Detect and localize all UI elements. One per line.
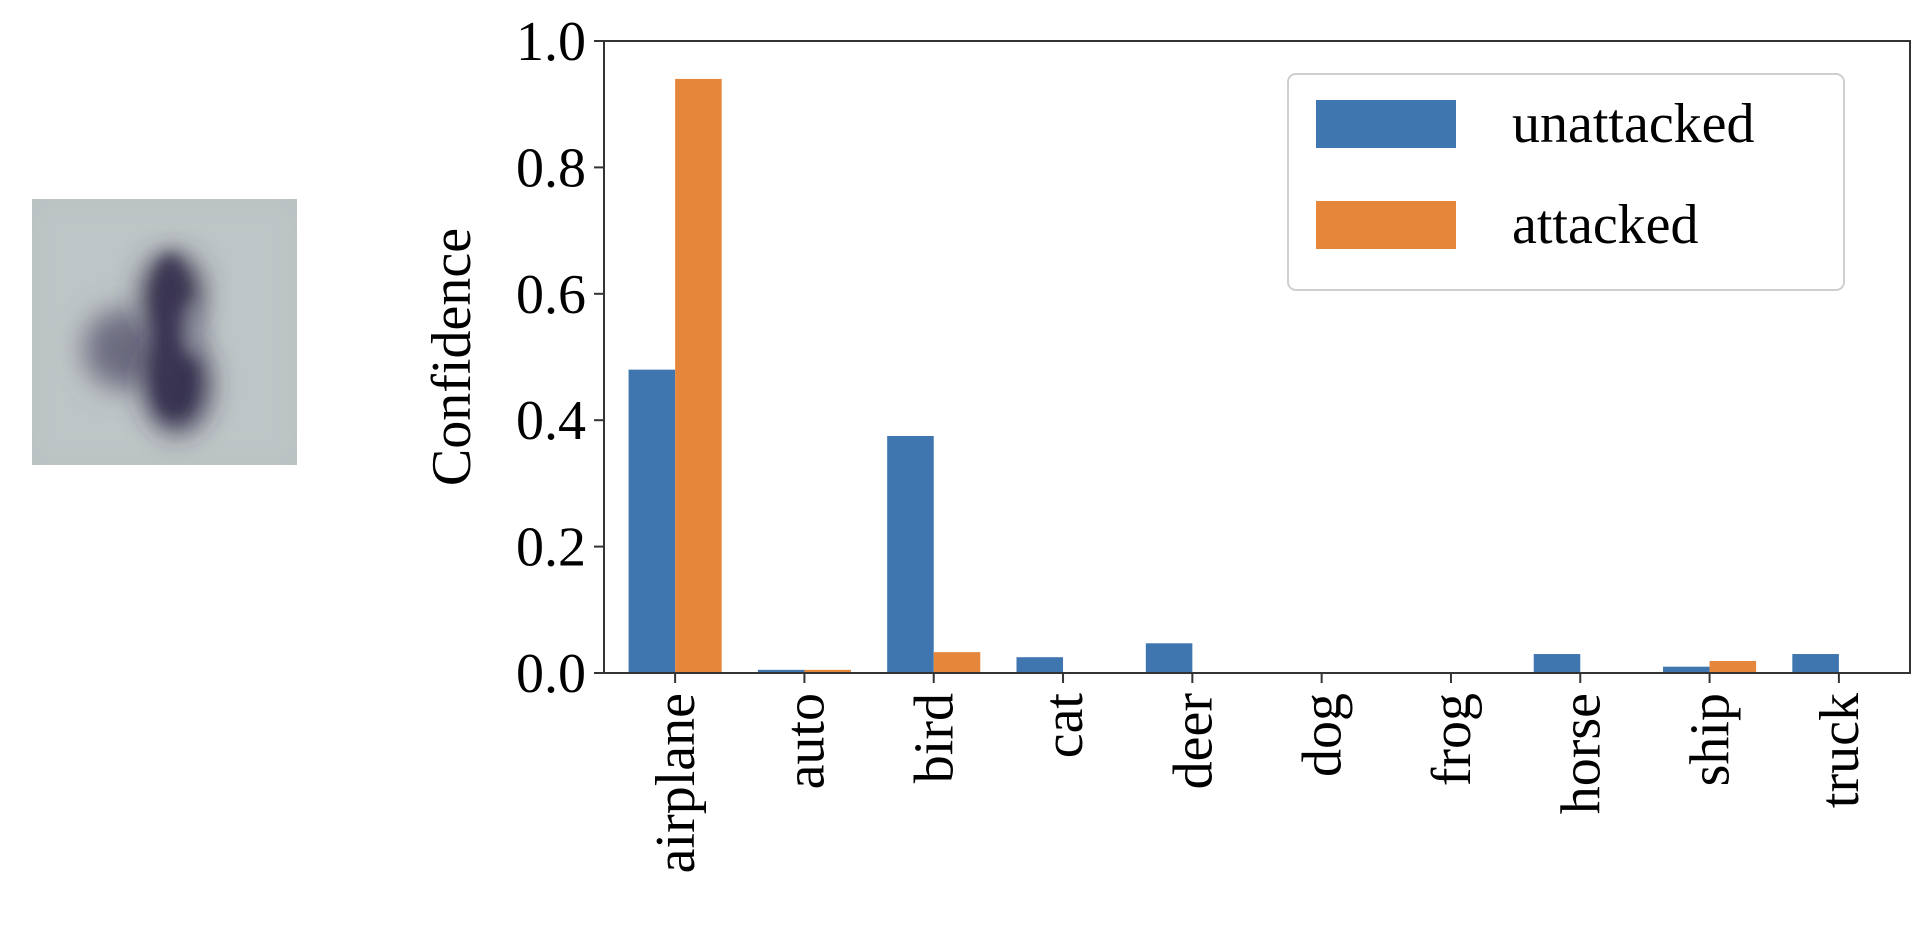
bar-attacked-ship xyxy=(1709,660,1757,673)
legend-swatch-attacked xyxy=(1316,201,1456,249)
bar-unattacked-deer xyxy=(1145,643,1193,673)
x-tick-label-cat: cat xyxy=(1033,693,1095,759)
y-tick-label: 1.0 xyxy=(516,11,586,73)
legend-label-attacked: attacked xyxy=(1512,194,1699,256)
bar-unattacked-truck xyxy=(1792,654,1839,673)
bar-unattacked-cat xyxy=(1016,657,1064,673)
x-tick-label-dog: dog xyxy=(1292,693,1354,777)
x-tick-label-deer: deer xyxy=(1162,693,1224,790)
x-ticks: airplane auto bird cat deer dog frog horse ship t… xyxy=(645,673,1871,873)
x-tick-label-frog: frog xyxy=(1421,693,1483,786)
y-ticks: 0.0 0.2 0.4 0.6 0.8 1.0 xyxy=(516,11,604,705)
bar-unattacked-airplane xyxy=(628,369,676,673)
bar-attacked-bird xyxy=(933,652,981,673)
bar-unattacked-bird xyxy=(887,436,934,673)
input-image-thumbnail xyxy=(32,199,297,465)
y-tick-label: 0.0 xyxy=(516,643,586,705)
x-tick-label-truck: truck xyxy=(1809,693,1871,808)
legend: unattacked attacked xyxy=(1287,73,1845,291)
bar-attacked-auto xyxy=(804,669,851,673)
x-tick-label-airplane: airplane xyxy=(645,693,707,873)
bar-unattacked-auto xyxy=(757,669,805,673)
bar-attacked-airplane xyxy=(675,78,722,674)
legend-swatch-unattacked xyxy=(1316,100,1456,148)
y-tick-label: 0.2 xyxy=(516,517,586,579)
y-tick-label: 0.4 xyxy=(516,390,586,452)
bar-unattacked-ship xyxy=(1663,666,1710,673)
bar-unattacked-horse xyxy=(1533,654,1581,673)
y-tick-label: 0.6 xyxy=(516,264,586,326)
axes-layer xyxy=(603,40,1911,674)
x-tick-label-ship: ship xyxy=(1680,693,1742,786)
x-tick-label-auto: auto xyxy=(774,693,836,789)
y-tick-label: 0.8 xyxy=(516,137,586,199)
legend-label-unattacked: unattacked xyxy=(1512,93,1755,155)
bars-layer xyxy=(628,78,1839,674)
x-tick-label-horse: horse xyxy=(1550,693,1612,814)
y-axis-label: Confidence xyxy=(421,228,483,486)
plot-frame xyxy=(603,40,1911,674)
x-tick-label-bird: bird xyxy=(904,693,966,783)
